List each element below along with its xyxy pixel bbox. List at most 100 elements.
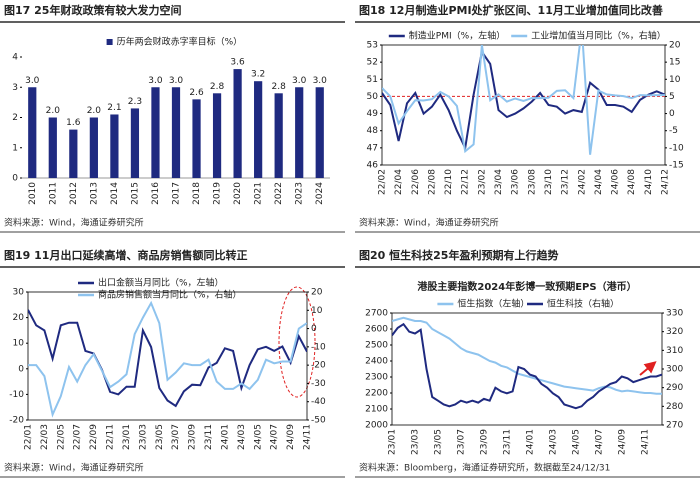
y-tick-label: 49: [367, 109, 379, 119]
x-tick-label: 2015: [130, 182, 140, 205]
x-tick-label: 2022: [274, 182, 284, 205]
x-tick-label: 23/03: [410, 429, 420, 455]
y-tick-label: 48: [367, 126, 379, 136]
y2-tick-label: -5: [669, 126, 678, 136]
legend-swatch: [106, 39, 113, 45]
value-label: 3.0: [313, 76, 328, 86]
x-tick-label: 22/02: [378, 169, 388, 195]
x-tick-label: 22/12: [461, 169, 471, 195]
x-tick-label: 22/01: [24, 424, 34, 450]
x-tick-label: 23/02: [477, 169, 487, 195]
x-tick-label: 24/09: [617, 429, 627, 455]
x-tick-label: 23/06: [511, 169, 521, 195]
x-tick-label: 22/09: [89, 424, 99, 450]
x-tick-label: 23/08: [527, 169, 537, 195]
plot-frame: [381, 44, 666, 166]
y2-tick-label: -50: [311, 416, 326, 426]
x-tick-label: 22/05: [56, 424, 66, 450]
x-tick-label: 2023: [295, 182, 305, 205]
value-label: 3.0: [148, 76, 163, 86]
y-tick-label: 2300: [365, 373, 388, 383]
x-tick-label: 23/11: [502, 429, 512, 455]
value-label: 3.0: [25, 76, 40, 86]
legend-label: 恒生科技（右轴）: [547, 298, 619, 310]
y2-tick-label: 15: [669, 58, 680, 68]
legend-label: 制造业PMI（%，左轴）: [409, 30, 505, 42]
x-tick-label: 2020: [233, 182, 243, 205]
value-label: 2.1: [107, 103, 121, 113]
chart-subtitle: 港股主要指数2024年彭博一致预期EPS（港币）: [417, 280, 636, 293]
x-tick-label: 24/12: [661, 169, 671, 195]
bar: [110, 114, 119, 178]
y-tick-label: 2600: [365, 325, 388, 335]
y-tick-label: 52: [367, 58, 378, 68]
bar: [192, 99, 201, 178]
bar: [130, 108, 140, 178]
value-label: 3.6: [230, 58, 245, 68]
y2-tick-label: 20: [669, 41, 681, 51]
legend-label: 历年两会财政赤字率目标（%）: [117, 36, 243, 48]
y2-tick-label: 0: [311, 324, 317, 334]
y2-tick-label: -40: [311, 397, 326, 407]
x-tick-label: 22/10: [444, 169, 454, 195]
source-note: 资料来源：Wind，海通证券研究所: [4, 462, 144, 474]
x-tick-label: 2013: [89, 182, 99, 205]
y-tick-label: 0: [18, 364, 24, 374]
series-line: [382, 45, 665, 155]
y-tick-label: 53: [367, 41, 378, 51]
x-tick-label: 2019: [213, 182, 223, 205]
x-tick-label: 24/08: [627, 169, 637, 195]
legend-label: 出口金额当月同比（%，左轴）: [98, 277, 224, 289]
x-tick-label: 23/05: [433, 429, 443, 455]
x-tick-label: 23/07: [456, 429, 466, 455]
series-line: [28, 300, 307, 418]
x-tick-label: 2024: [315, 182, 325, 205]
bar: [69, 129, 78, 178]
value-label: 2.0: [87, 106, 102, 116]
x-tick-label: 2010: [28, 182, 38, 205]
bar: [274, 93, 283, 178]
x-tick-label: 24/09: [286, 424, 296, 450]
value-label: 1.6: [66, 118, 81, 128]
y-tick-label: 2100: [365, 405, 388, 415]
value-label: 3.2: [251, 70, 265, 80]
panel-title: 图20 恒生科技25年盈利预期有上行趋势: [359, 248, 558, 262]
x-tick-label: 23/09: [188, 424, 198, 450]
bar: [212, 93, 222, 178]
value-label: 2.8: [272, 82, 287, 92]
x-tick-label: 23/10: [544, 169, 554, 195]
x-tick-label: 23/09: [479, 429, 489, 455]
x-tick-label: 22/11: [106, 424, 116, 450]
bar: [48, 117, 57, 178]
y-tick-label: 2500: [365, 341, 388, 351]
x-tick-label: 23/11: [204, 424, 214, 450]
y-tick-label: 2: [12, 113, 18, 123]
y2-tick-label: 10: [311, 306, 323, 316]
panel-title: 图17 25年财政政策有较大发力空间: [4, 3, 181, 17]
y-tick-label: 20: [13, 313, 25, 323]
x-tick-label: 22/03: [40, 424, 50, 450]
x-tick-label: 23/01: [122, 424, 132, 450]
value-label: 2.3: [128, 97, 142, 107]
plot-frame: [391, 312, 663, 426]
x-tick-label: 22/04: [394, 169, 404, 195]
plot-frame: [27, 291, 308, 421]
y2-tick-label: -30: [311, 379, 326, 389]
x-tick-label: 2011: [48, 182, 58, 205]
panel-title: 图19 11月出口延续高增、商品房销售额同比转正: [4, 248, 247, 262]
y2-tick-label: -10: [311, 342, 326, 352]
y-tick-label: -10: [9, 390, 24, 400]
x-tick-label: 23/03: [138, 424, 148, 450]
x-tick-label: 24/10: [644, 169, 654, 195]
panel-title: 图18 12月制造业PMI处扩张区间、11月工业增加值同比改善: [359, 3, 663, 17]
y-tick-label: 2200: [365, 389, 388, 399]
x-tick-label: 2012: [69, 182, 79, 205]
x-tick-label: 24/05: [253, 424, 263, 450]
legend-label: 商品房销售额当月同比（%，右轴）: [98, 289, 242, 301]
y2-tick-label: -20: [311, 361, 326, 371]
bar: [151, 87, 160, 178]
x-tick-label: 24/03: [237, 424, 247, 450]
y2-tick-label: 270: [666, 421, 683, 431]
x-tick-label: 24/01: [220, 424, 230, 450]
